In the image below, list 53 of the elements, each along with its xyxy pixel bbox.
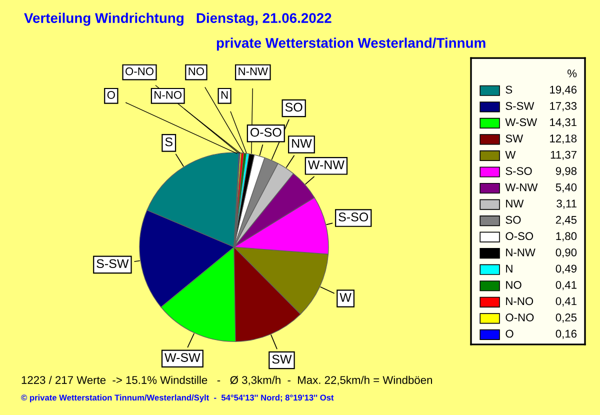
data-label: 1,80 xyxy=(556,232,577,242)
slice-label: N-NO xyxy=(154,91,182,99)
data-label: 0,41 xyxy=(556,297,576,306)
slice-label: O xyxy=(107,91,115,99)
legend-label: SW xyxy=(506,134,524,142)
legend-label: NW xyxy=(506,200,524,208)
chart-title: Verteilung Windrichtung Dienstag, 21.06.2022 xyxy=(24,12,332,26)
legend-label: W xyxy=(505,150,516,159)
slice-label: N xyxy=(221,91,228,99)
data-label: 0,90 xyxy=(556,248,577,258)
slice-label: S-SO xyxy=(338,212,368,222)
legend-title: % xyxy=(568,70,577,78)
data-label: 0,16 xyxy=(556,330,577,339)
data-label: 0,41 xyxy=(556,280,576,290)
slice-label: SW xyxy=(272,354,292,364)
data-label: 17,33 xyxy=(550,102,577,112)
data-label: 5,40 xyxy=(556,183,577,193)
data-label: 12,18 xyxy=(550,134,577,144)
legend-label: SO xyxy=(506,216,521,224)
legend-label: W-SW xyxy=(505,118,538,126)
data-label: 9,98 xyxy=(556,167,577,176)
legend-label: N-NW xyxy=(506,248,536,256)
slice-label: W xyxy=(340,293,352,302)
category-label: N-NW xyxy=(238,68,268,76)
legend-label: S-SO xyxy=(506,167,532,175)
legend-label: N xyxy=(506,264,512,272)
text: © private Wetterstation Tinnum/Westerland/Sylt - 54°54'13'' Nord; 8°19'13'' Ost xyxy=(21,394,334,402)
slice-label: W-NW xyxy=(308,160,344,170)
legend-label: N-NO xyxy=(506,297,534,306)
data-label: 11,37 xyxy=(550,150,576,160)
chart-subtitle: private Wetterstation Westerland/Tinnum xyxy=(216,38,486,51)
text: 1223 / 217 Werte -> 15.1% Windstille - Ø 3,3km/h - Max. 22,5km/h = Windböen xyxy=(22,376,432,386)
slice-label: W-SW xyxy=(164,353,200,362)
legend-label: O-NO xyxy=(506,314,534,322)
slice-label: O-SO xyxy=(250,128,282,137)
legend-label: O-SO xyxy=(506,232,534,240)
slice-label: S-SW xyxy=(96,259,129,268)
data-label: 19,46 xyxy=(550,86,577,95)
legend-label: S-SW xyxy=(506,102,534,110)
data-label: 0,49 xyxy=(556,264,576,274)
data-label: 14,31 xyxy=(550,118,576,128)
data-label: 2,45 xyxy=(556,216,577,226)
slice-label: NO xyxy=(188,67,204,76)
slice-label: S xyxy=(165,137,172,146)
legend-label: S xyxy=(506,86,512,94)
legend-label: O xyxy=(506,330,514,338)
slice-label: O-NO xyxy=(126,67,154,76)
data-label: 3,11 xyxy=(556,200,576,209)
slice-label: SO xyxy=(285,102,302,112)
legend-label: NO xyxy=(506,280,522,289)
legend-label: W-NW xyxy=(505,183,538,192)
slice-label: NW xyxy=(292,139,312,148)
data-label: 0,25 xyxy=(556,314,577,323)
